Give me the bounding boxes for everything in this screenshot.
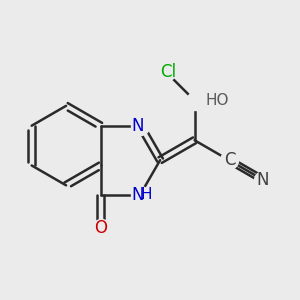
Text: N: N — [256, 171, 269, 189]
Text: N: N — [132, 117, 144, 135]
Text: H: H — [141, 187, 152, 202]
Text: C: C — [224, 151, 236, 169]
Text: HO: HO — [206, 93, 229, 108]
Text: N: N — [131, 186, 144, 204]
Text: O: O — [94, 219, 107, 237]
Text: Cl: Cl — [160, 63, 176, 81]
